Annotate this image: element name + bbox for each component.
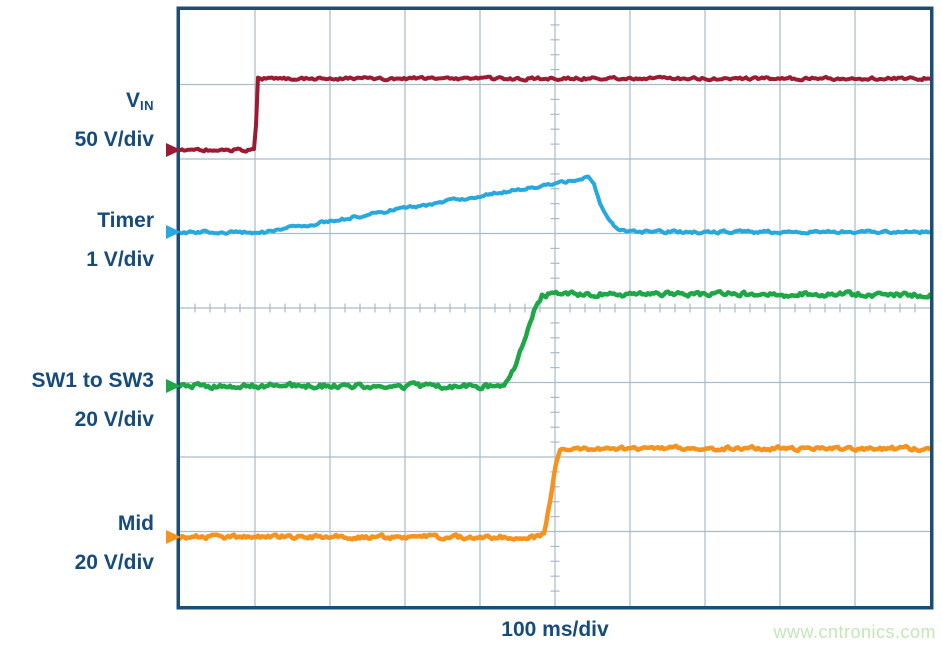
- trace-name: SW1 to SW3: [31, 369, 154, 392]
- trace-marker-mid: [166, 530, 181, 545]
- trace-label-timer: Timer 1 V/div: [86, 202, 154, 278]
- graticule-grid: [180, 10, 930, 606]
- trace-scale: 20 V/div: [74, 551, 154, 574]
- trace-name: Mid: [117, 512, 154, 535]
- watermark: www.cntronics.com: [773, 622, 936, 642]
- trace-timer: [166, 174, 930, 240]
- trace-marker-vin: [166, 142, 181, 157]
- graticule-minor-ticks: [194, 24, 916, 592]
- trace-scale: 1 V/div: [86, 248, 154, 271]
- trace-marker-timer: [166, 225, 181, 240]
- time-axis-label: 100 ms/div: [501, 618, 609, 641]
- trace-label-sw1-to-sw3: SW1 to SW3 20 V/div: [31, 362, 154, 438]
- trace-scale: 20 V/div: [74, 408, 154, 431]
- trace-scale: 50 V/div: [74, 128, 154, 151]
- trace-vin: [166, 74, 930, 157]
- trace-label-vin: VIN 50 V/div: [75, 82, 154, 158]
- trace-mid: [166, 443, 930, 545]
- trace-name: VIN: [125, 89, 154, 113]
- trace-name: Timer: [97, 209, 154, 232]
- trace-sw1-to-sw3: [166, 289, 930, 394]
- trace-marker-sw1-to-sw3: [166, 379, 181, 394]
- trace-label-mid: Mid 20 V/div: [75, 505, 154, 581]
